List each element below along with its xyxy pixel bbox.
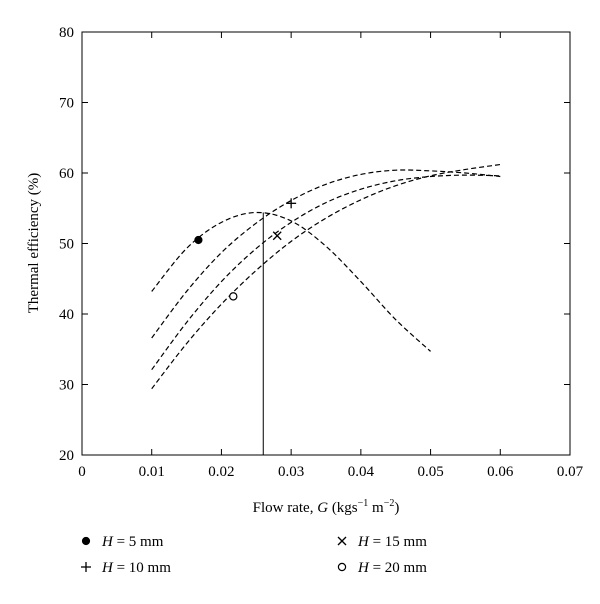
markers [194,198,297,301]
series-marker-2 [286,198,297,209]
series-marker-1 [194,235,203,245]
series-line-1 [151,211,431,352]
legend-item-2: H = 10 mm [81,560,171,576]
y-axis-label: Thermal efficiency (%) [26,173,42,313]
legend-item-4: H = 20 mm [337,560,427,576]
legend-label-1: H = 5 mm [101,534,164,550]
ticks [81,31,571,456]
series-marker-4 [229,292,238,301]
legend-marker-1 [81,536,91,546]
tick-labels: 0 0.01 0.02 0.03 0.04 0.05 0.06 0.07 20 30 40 50 60 7… [59,25,584,480]
x-tick-label: 0.05 [417,464,443,480]
legend-label-3: H = 15 mm [357,534,427,550]
y-tick-label: 20 [59,448,74,464]
y-tick-label: 70 [59,96,74,112]
series-marker-3 [272,231,282,241]
legend-marker-2 [81,562,91,572]
curves [151,163,501,390]
y-tick-label: 40 [59,307,74,323]
x-tick-label: 0.04 [348,464,375,480]
y-tick-label: 80 [59,25,74,41]
legend-item-3: H = 15 mm [337,534,427,550]
x-axis-label: Flow rate, G (kgs−1 m−2) [253,498,400,516]
x-tick-label: 0 [78,464,86,480]
plot-frame [81,31,571,456]
series-line-3 [151,174,501,371]
y-tick-label: 30 [59,378,74,394]
legend-label-2: H = 10 mm [101,560,171,576]
legend-marker-3 [337,536,347,546]
x-tick-label: 0.03 [278,464,304,480]
legend: H = 5 mm H = 10 mm H = 15 mm H = 20 mm [81,534,427,576]
x-tick-label: 0.01 [139,464,165,480]
series-line-2 [151,169,501,339]
y-tick-label: 60 [59,166,74,182]
x-tick-label: 0.02 [208,464,234,480]
x-tick-label: 0.07 [557,464,584,480]
x-tick-label: 0.06 [487,464,514,480]
legend-label-4: H = 20 mm [357,560,427,576]
legend-item-1: H = 5 mm [81,534,164,550]
series-line-4 [151,163,501,390]
legend-marker-4 [337,562,347,572]
y-tick-label: 50 [59,237,74,253]
